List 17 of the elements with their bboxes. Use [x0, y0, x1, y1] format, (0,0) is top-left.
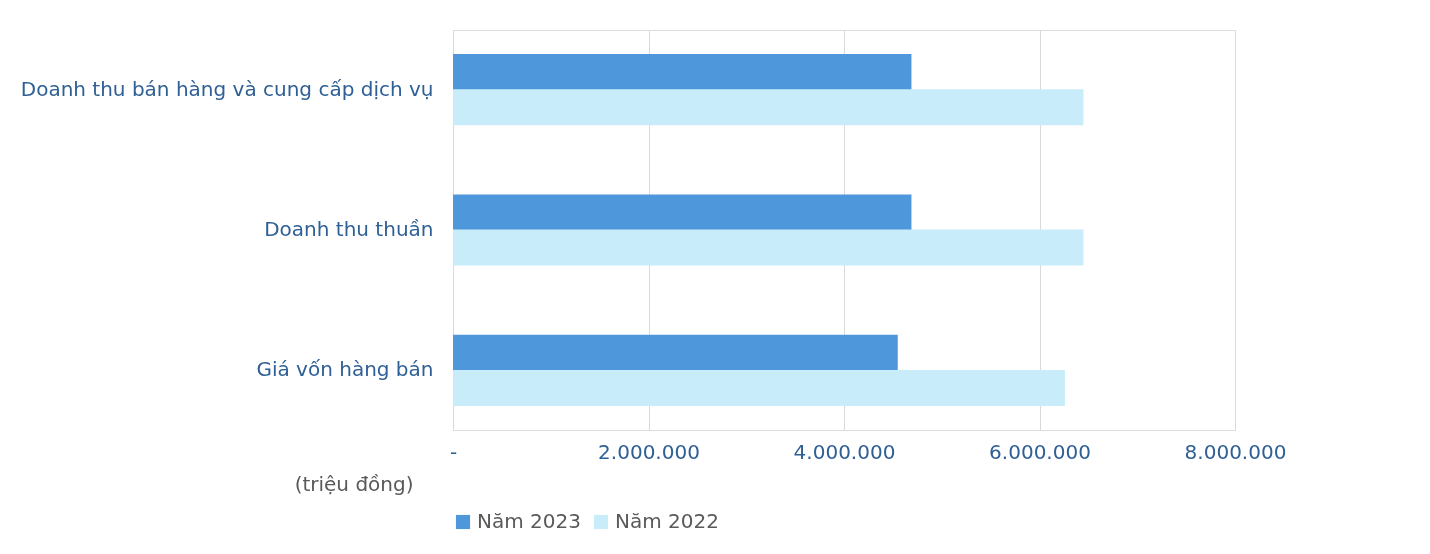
- x-tick-label: -: [449, 439, 458, 464]
- bar: [453, 229, 1084, 266]
- bar: [453, 334, 898, 371]
- x-tick-label: 8.000.000: [1184, 439, 1287, 464]
- bar: [453, 89, 1084, 126]
- legend-label: Năm 2022: [615, 509, 719, 533]
- x-tick-label: 6.000.000: [989, 439, 1091, 464]
- y-tick-label: Doanh thu bán hàng và cung cấp dịch vụ: [20, 76, 434, 101]
- bar: [453, 369, 1065, 406]
- bar: [453, 194, 912, 231]
- y-tick-label: Giá vốn hàng bán: [256, 357, 434, 382]
- legend-label: Năm 2023: [477, 509, 581, 533]
- x-tick-label: 4.000.000: [793, 439, 896, 464]
- x-tick-label: 2.000.000: [598, 439, 700, 464]
- y-tick-label: Doanh thu thuần: [264, 217, 434, 241]
- x-axis-title: (triệu đồng): [294, 471, 414, 496]
- bar: [453, 54, 912, 91]
